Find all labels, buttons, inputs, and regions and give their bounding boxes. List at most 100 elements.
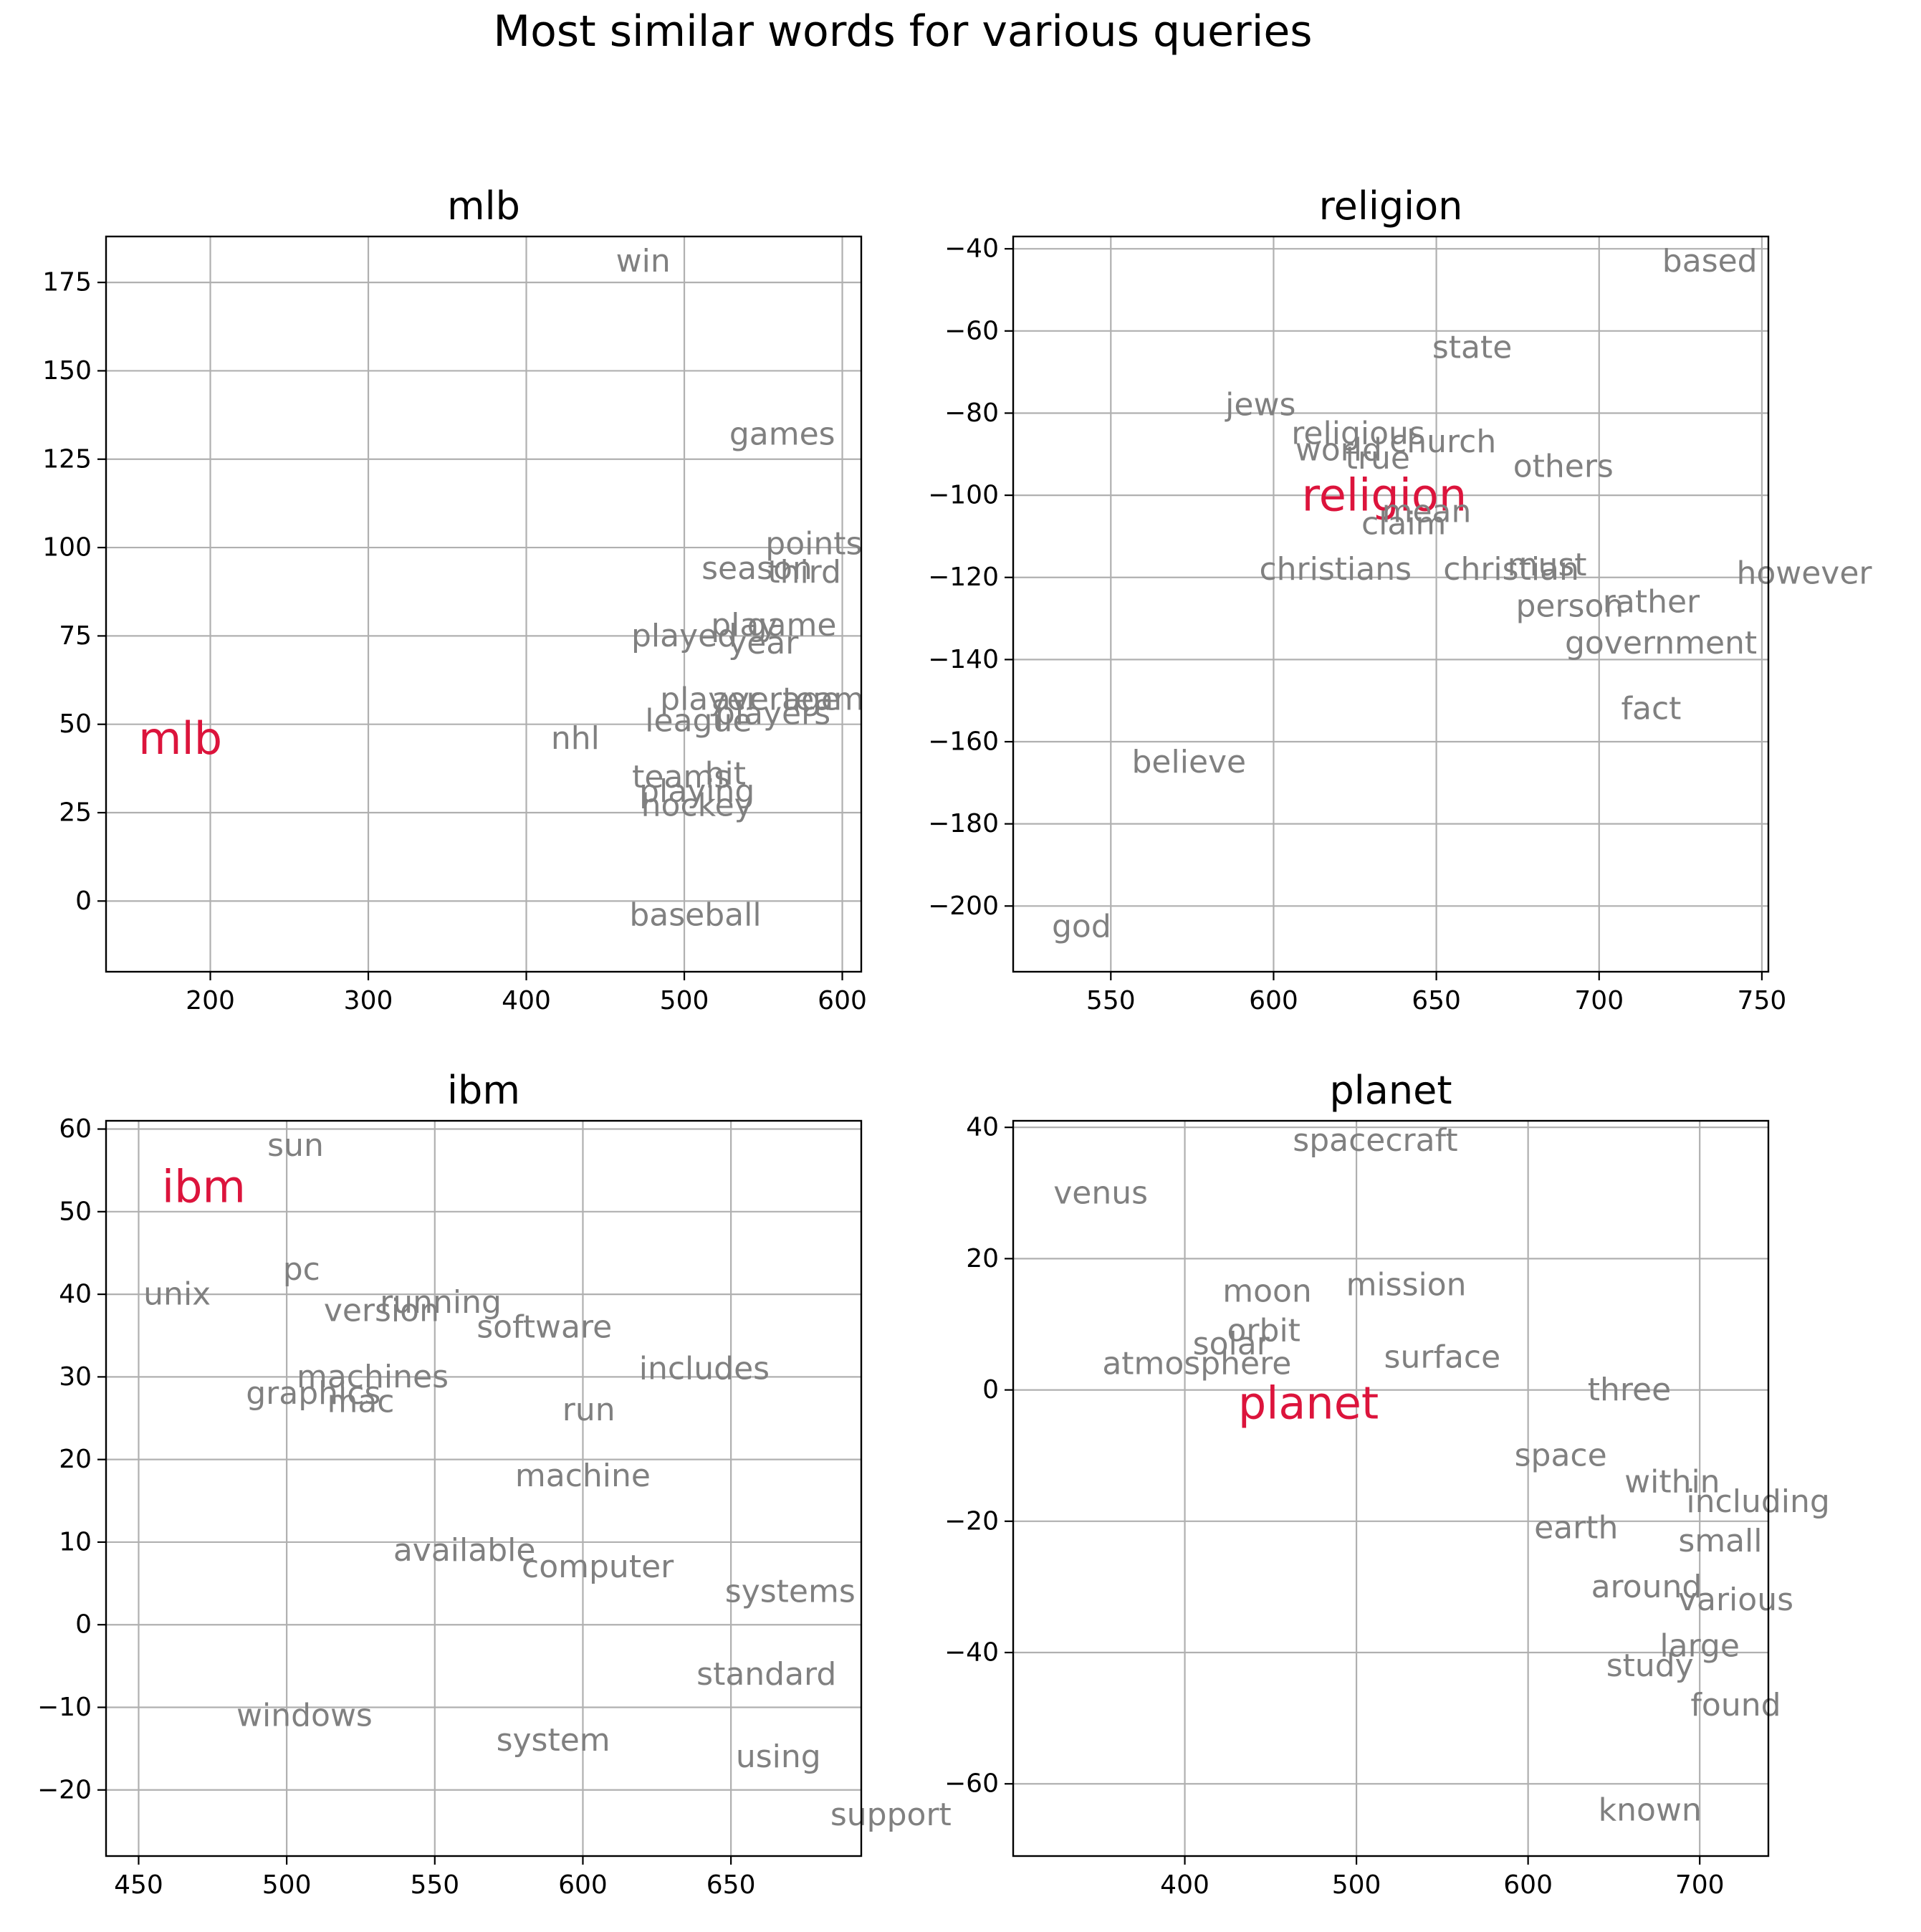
y-tick-label: 0 [75,886,92,916]
neighbor-word-label: points [765,526,862,563]
neighbor-word-label: large [1659,1627,1740,1664]
neighbor-word-label: various [1678,1582,1793,1618]
neighbor-word-label: play [711,607,777,644]
neighbor-word-label: world [1295,432,1382,469]
figure-title: Most similar words for various queries [493,6,1312,57]
neighbor-word-label: including [1686,1483,1829,1520]
neighbor-word-label: version [324,1293,439,1329]
neighbor-word-label: systems [725,1574,856,1610]
x-tick-label: 550 [1086,986,1136,1015]
y-tick-label: 10 [59,1527,92,1556]
neighbor-word-label: rather [1603,584,1700,621]
neighbor-word-label: space [1515,1438,1607,1474]
x-tick-label: 500 [1332,1870,1381,1900]
x-tick-label: 700 [1675,1870,1725,1900]
y-tick-label: −60 [944,1769,999,1799]
axes-frame [105,235,863,973]
y-tick-label: −160 [928,727,999,757]
y-tick-label: −60 [944,316,999,345]
neighbor-word-label: god [1052,908,1111,945]
neighbor-word-label: government [1565,625,1757,661]
neighbor-word-label: baseball [629,897,761,934]
neighbor-word-label: hockey [641,788,753,824]
subplot-planet: planet spacecraft venus mission moonorbitsol… [944,1068,1830,1900]
query-word-label: religion [1302,469,1467,522]
neighbor-word-label: system [497,1722,610,1759]
subplot-title: religion [1319,183,1463,229]
y-tick-label: 150 [42,356,92,386]
y-tick-label: −180 [928,809,999,838]
neighbor-word-label: within [1624,1463,1720,1500]
x-tick-label: 600 [1249,986,1298,1015]
neighbor-word-label: earth [1534,1509,1618,1546]
y-tick-label: 0 [75,1610,92,1640]
y-tick-label: −120 [928,563,999,592]
y-tick-label: 20 [59,1445,92,1474]
query-word-label: planet [1238,1377,1379,1429]
neighbor-word-label: machine [515,1458,651,1494]
y-tick-label: −80 [944,398,999,428]
neighbor-word-label: jews [1225,387,1295,424]
x-tick-label: 600 [1503,1870,1553,1900]
neighbor-word-label: average [712,682,840,718]
neighbor-word-label: believe [1132,744,1247,780]
subplot-title: mlb [447,183,520,229]
neighbor-word-label: using [736,1739,821,1775]
x-tick-label: 650 [1412,986,1461,1015]
y-tick-label: 40 [59,1280,92,1309]
neighbor-word-label: windows [236,1698,373,1734]
y-tick-label: 30 [59,1362,92,1392]
neighbor-word-label: orbit [1227,1313,1300,1349]
y-tick-label: −20 [37,1775,92,1804]
neighbor-word-label: mean [1382,494,1472,530]
neighbor-word-label: computer [522,1549,674,1585]
y-tick-label: −20 [944,1506,999,1536]
y-tick-label: −100 [928,481,999,510]
neighbor-word-label: hit [705,755,746,792]
axes-frame [1012,235,1770,973]
neighbor-word-label: mission [1346,1267,1467,1304]
y-tick-label: 60 [59,1114,92,1144]
neighbor-word-label: around [1591,1569,1702,1605]
y-tick-label: 50 [59,1197,92,1226]
axes-frame [105,1119,863,1857]
x-tick-label: 500 [262,1870,312,1900]
neighbor-word-label: third [767,554,841,590]
neighbor-word-label: graphics [246,1375,380,1412]
neighbor-word-label: run [562,1392,615,1428]
x-tick-label: 600 [818,986,867,1015]
neighbor-word-label: standard [696,1656,836,1693]
neighbor-word-label: win [616,243,671,279]
neighbor-word-label: machines [297,1359,449,1395]
axes-frame [1012,1119,1770,1857]
neighbor-word-label: others [1513,448,1614,484]
neighbor-word-label: includes [639,1350,770,1387]
neighbor-word-label: games [729,416,835,453]
query-word-label: ibm [162,1161,246,1213]
query-word-label: mlb [138,712,222,765]
neighbor-word-label: surface [1384,1339,1501,1375]
neighbor-word-label: three [1588,1372,1671,1408]
y-tick-label: 20 [966,1244,999,1273]
y-tick-label: −10 [37,1693,92,1722]
neighbor-word-label: small [1678,1523,1762,1559]
y-tick-label: 75 [59,621,92,651]
neighbor-word-label: solar [1193,1326,1270,1362]
neighbor-word-label: found [1690,1687,1781,1723]
neighbor-word-label: study [1606,1648,1694,1684]
x-tick-label: 200 [186,986,235,1015]
neighbor-word-label: unix [143,1276,211,1313]
neighbor-word-label: played [631,618,737,654]
x-tick-label: 650 [706,1870,756,1900]
x-tick-label: 400 [502,986,551,1015]
neighbor-word-label: claim [1361,506,1446,542]
neighbor-word-label: religious [1291,416,1425,452]
neighbor-word-label: known [1599,1792,1702,1828]
y-tick-label: −40 [944,1638,999,1668]
neighbor-word-label: sun [267,1127,324,1164]
y-tick-label: 50 [59,709,92,739]
y-tick-label: 0 [982,1375,999,1405]
